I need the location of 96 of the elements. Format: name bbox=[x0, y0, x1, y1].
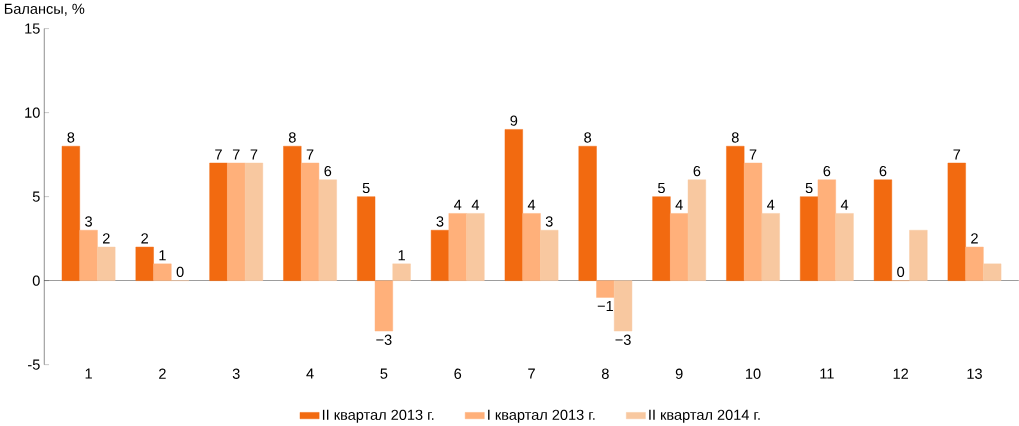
x-tick-label: 4 bbox=[306, 368, 314, 379]
x-tick-label: 6 bbox=[454, 368, 462, 379]
bar bbox=[652, 196, 671, 281]
bar bbox=[835, 213, 854, 281]
data-label: 8 bbox=[731, 132, 739, 143]
bar bbox=[983, 263, 1002, 281]
y-axis-title: Балансы, % bbox=[4, 3, 85, 16]
data-label: 1 bbox=[398, 250, 405, 261]
data-label: 5 bbox=[805, 182, 813, 194]
bar bbox=[430, 230, 450, 281]
x-tick-label: 11 bbox=[820, 368, 834, 379]
legend-label: I квартал 2013 г. bbox=[488, 409, 595, 423]
x-tick-label: 3 bbox=[232, 368, 240, 379]
bar bbox=[79, 230, 98, 281]
data-label: −3 bbox=[615, 334, 631, 345]
data-label: −1 bbox=[597, 301, 613, 312]
data-label: 3 bbox=[545, 216, 553, 227]
bar bbox=[817, 179, 836, 281]
data-label: 4 bbox=[471, 199, 480, 210]
data-label: 0 bbox=[897, 266, 905, 278]
bar bbox=[318, 179, 337, 281]
x-tick-label: 10 bbox=[746, 368, 761, 379]
bar bbox=[670, 213, 689, 281]
x-tick-label: 13 bbox=[967, 368, 982, 379]
bar bbox=[613, 280, 633, 332]
legend-label: II квартал 2014 г. bbox=[649, 409, 760, 423]
data-label: 4 bbox=[767, 199, 775, 210]
data-label: 2 bbox=[971, 233, 978, 244]
data-label: 5 bbox=[658, 182, 665, 194]
bar bbox=[357, 196, 376, 281]
data-label: 4 bbox=[675, 199, 683, 210]
data-label: 2 bbox=[102, 233, 110, 244]
bar bbox=[504, 129, 523, 281]
bar bbox=[374, 280, 393, 332]
x-tick-label: 9 bbox=[675, 368, 683, 379]
bar bbox=[743, 162, 763, 281]
data-label: 6 bbox=[324, 165, 332, 177]
bar bbox=[135, 246, 154, 281]
bar bbox=[300, 162, 320, 281]
data-label: 7 bbox=[953, 149, 961, 160]
data-label: 4 bbox=[453, 199, 462, 210]
data-label: 8 bbox=[288, 132, 296, 143]
bar bbox=[947, 162, 966, 281]
x-tick-label: 8 bbox=[601, 368, 609, 379]
y-tick-label: 10 bbox=[25, 107, 40, 118]
data-label: 5 bbox=[362, 182, 370, 194]
bar bbox=[448, 213, 467, 281]
bar bbox=[97, 246, 116, 281]
bar bbox=[227, 162, 246, 281]
data-label: 6 bbox=[693, 165, 701, 177]
y-tick-label: 15 bbox=[25, 23, 40, 34]
data-label: 4 bbox=[840, 199, 849, 210]
data-label: 7 bbox=[232, 149, 240, 160]
x-tick-label: 12 bbox=[893, 368, 909, 379]
bar bbox=[61, 145, 80, 281]
x-tick-label: 7 bbox=[528, 368, 535, 379]
data-label: 1 bbox=[159, 250, 166, 261]
data-label: 8 bbox=[584, 132, 592, 143]
data-label: −3 bbox=[376, 334, 392, 345]
legend-label: II квартал 2013 г. bbox=[322, 409, 434, 423]
bar bbox=[392, 263, 411, 281]
bar bbox=[909, 230, 928, 281]
x-tick-label: 2 bbox=[159, 368, 166, 379]
y-tick-label: 5 bbox=[32, 191, 40, 202]
bar bbox=[800, 196, 819, 281]
bar bbox=[761, 213, 780, 281]
bar bbox=[522, 213, 541, 281]
data-label: 6 bbox=[879, 165, 887, 177]
data-label: 3 bbox=[436, 216, 444, 227]
x-tick-label: 5 bbox=[380, 368, 388, 379]
data-label: 2 bbox=[141, 233, 148, 244]
bar bbox=[873, 179, 893, 281]
data-label: 7 bbox=[250, 149, 258, 160]
bar bbox=[578, 145, 597, 281]
data-label: 7 bbox=[749, 149, 757, 160]
bar bbox=[726, 145, 745, 281]
bar bbox=[283, 145, 302, 281]
data-label: 6 bbox=[823, 165, 831, 177]
bar bbox=[596, 280, 615, 298]
data-label: 8 bbox=[67, 132, 75, 143]
data-label: 7 bbox=[306, 149, 314, 160]
data-label: 9 bbox=[510, 115, 518, 126]
bar bbox=[540, 230, 559, 281]
bar bbox=[965, 246, 984, 281]
y-tick-label: 0 bbox=[32, 275, 40, 286]
data-label: 7 bbox=[215, 149, 222, 160]
data-label: 3 bbox=[85, 216, 92, 227]
bar bbox=[209, 162, 228, 281]
bar bbox=[687, 179, 706, 281]
data-label: 0 bbox=[176, 266, 184, 278]
data-label: 4 bbox=[527, 199, 536, 210]
bar bbox=[153, 263, 172, 281]
y-tick-label: -5 bbox=[28, 359, 40, 370]
bar bbox=[244, 162, 264, 281]
bar bbox=[466, 213, 485, 281]
x-tick-label: 1 bbox=[85, 368, 92, 379]
